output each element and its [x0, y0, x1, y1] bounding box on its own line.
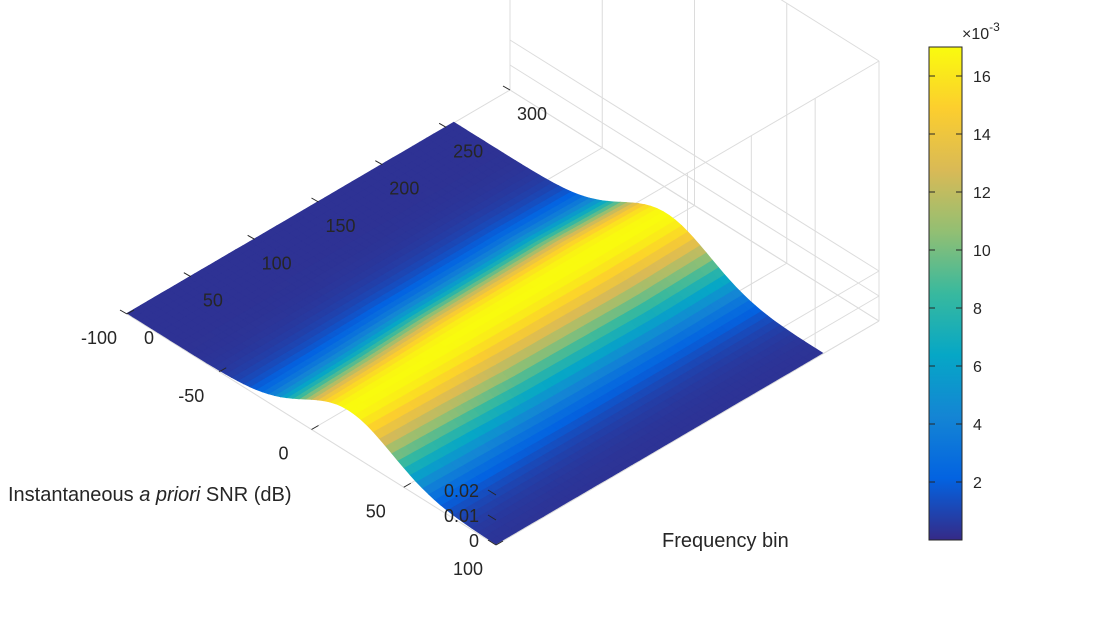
z-tick-label: 0.01 [444, 506, 479, 526]
colorbar-exponent-base: ×10 [962, 26, 989, 43]
surface-patch [126, 308, 141, 318]
x-axis-label: Frequency bin [662, 530, 789, 552]
y-tick-label: 0 [278, 444, 288, 464]
z-tick-label: 0.02 [444, 481, 479, 501]
colorbar-tick-label: 8 [973, 301, 982, 318]
y-axis-label-part2: a priori [139, 484, 201, 506]
surface-plot [126, 121, 824, 545]
y-axis-label: Instantaneous a priori SNR (dB) [8, 484, 291, 506]
x-tick-label: 100 [262, 253, 292, 273]
y-tick-label: -50 [178, 386, 204, 406]
colorbar-tick-label: 14 [973, 127, 991, 144]
colorbar-gradient [928, 46, 963, 541]
colorbar-tick-label: 4 [973, 417, 982, 434]
x-tick-label: 300 [517, 104, 547, 124]
y-tick-label: 50 [366, 501, 386, 521]
x-tick-label: 200 [389, 179, 419, 199]
x-tick-label: 0 [144, 328, 154, 348]
y-tick-label: 100 [453, 559, 483, 579]
y-axis-label-part3: SNR (dB) [200, 484, 291, 506]
colorbar-exponent: ×10-3 [962, 20, 1000, 43]
y-tick-label: -100 [81, 328, 117, 348]
z-tick-label: 0 [469, 531, 479, 551]
colorbar-exponent-power: -3 [989, 20, 1000, 34]
x-tick-label: 50 [203, 291, 223, 311]
colorbar-tick-label: 12 [973, 185, 991, 202]
colorbar-tick-label: 2 [973, 475, 982, 492]
y-axis-label-part1: Instantaneous [8, 484, 139, 506]
colorbar-ticks: 2 4 6 8 10 12 14 16 [929, 69, 991, 492]
tick-labels: 0 50 100 150 200 250 300 -100 -50 0 50 100 0 0.01 0.02 [81, 85, 547, 579]
colorbar: 2 4 6 8 10 12 14 16 ×10-3 [928, 20, 1000, 541]
x-tick-label: 250 [453, 141, 483, 161]
x-tick-label: 150 [325, 216, 355, 236]
colorbar-tick-label: 16 [973, 69, 991, 86]
colorbar-tick-label: 10 [973, 243, 991, 260]
colorbar-tick-label: 6 [973, 359, 982, 376]
